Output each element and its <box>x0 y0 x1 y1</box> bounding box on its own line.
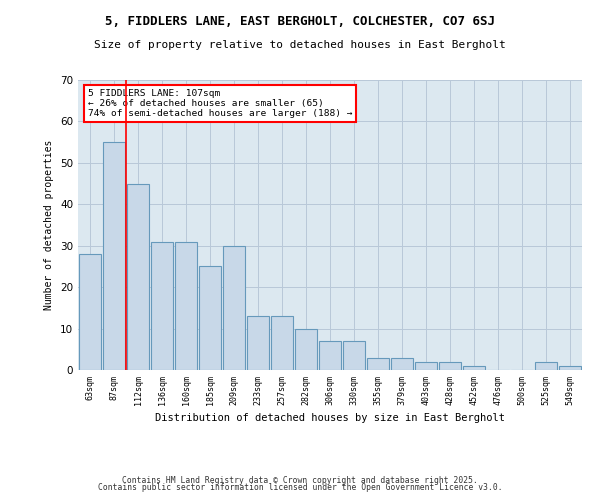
Bar <box>199 266 221 370</box>
Bar <box>127 184 149 370</box>
Bar <box>319 341 341 370</box>
Text: Contains public sector information licensed under the Open Government Licence v3: Contains public sector information licen… <box>98 484 502 492</box>
Text: 5 FIDDLERS LANE: 107sqm
← 26% of detached houses are smaller (65)
74% of semi-de: 5 FIDDLERS LANE: 107sqm ← 26% of detache… <box>88 88 353 118</box>
Bar <box>367 358 389 370</box>
Bar <box>151 242 173 370</box>
Bar <box>391 358 413 370</box>
Bar <box>439 362 461 370</box>
Bar <box>103 142 125 370</box>
Bar <box>223 246 245 370</box>
Bar <box>271 316 293 370</box>
Text: Size of property relative to detached houses in East Bergholt: Size of property relative to detached ho… <box>94 40 506 50</box>
Bar <box>247 316 269 370</box>
Bar <box>559 366 581 370</box>
Bar <box>175 242 197 370</box>
Text: 5, FIDDLERS LANE, EAST BERGHOLT, COLCHESTER, CO7 6SJ: 5, FIDDLERS LANE, EAST BERGHOLT, COLCHES… <box>105 15 495 28</box>
Bar <box>295 328 317 370</box>
Text: Contains HM Land Registry data © Crown copyright and database right 2025.: Contains HM Land Registry data © Crown c… <box>122 476 478 485</box>
Bar <box>79 254 101 370</box>
Bar <box>415 362 437 370</box>
Bar <box>343 341 365 370</box>
Bar <box>535 362 557 370</box>
Bar <box>463 366 485 370</box>
X-axis label: Distribution of detached houses by size in East Bergholt: Distribution of detached houses by size … <box>155 413 505 423</box>
Y-axis label: Number of detached properties: Number of detached properties <box>44 140 55 310</box>
